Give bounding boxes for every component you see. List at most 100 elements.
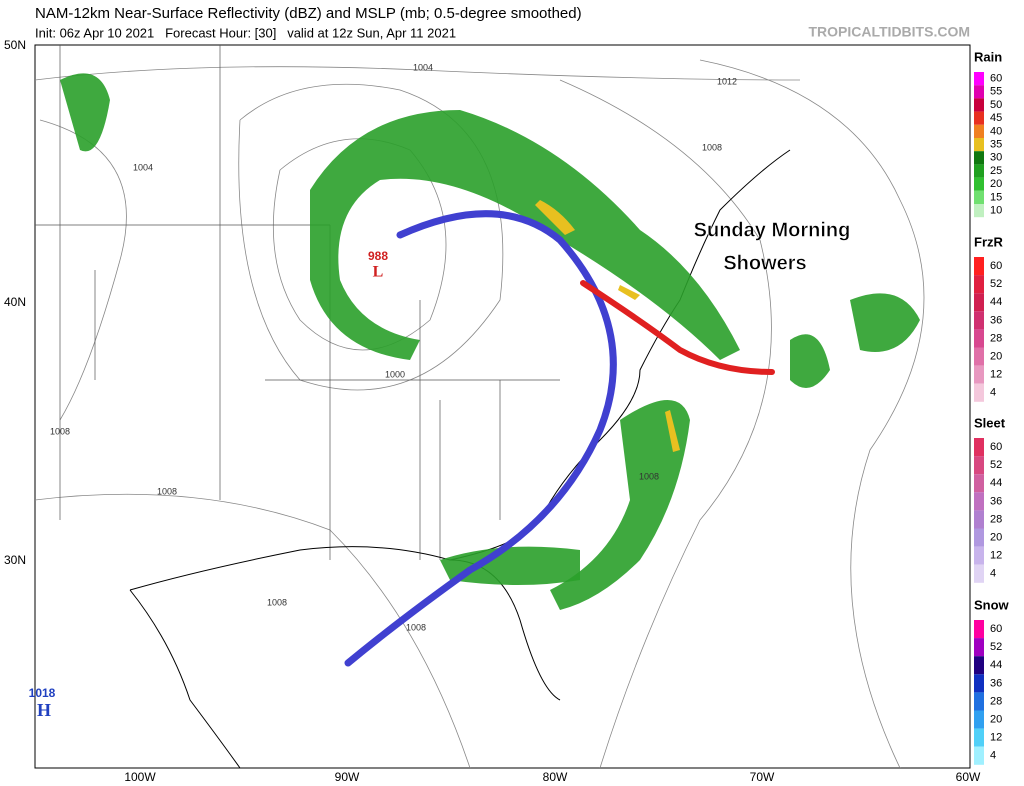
legend-value: 55 (990, 86, 1002, 98)
legend-swatch (974, 383, 984, 402)
subtitle: Init: 06z Apr 10 2021 Forecast Hour: [30… (35, 25, 456, 40)
legend-value: 20 (990, 531, 1002, 543)
lat-label: 30N (4, 553, 26, 567)
legend-value: 20 (990, 350, 1002, 362)
legend-swatch (974, 692, 984, 711)
legend-value: 52 (990, 278, 1002, 290)
legend-value: 52 (990, 459, 1002, 471)
legend-swatch (974, 746, 984, 765)
legend-swatch (974, 72, 984, 86)
lon-label: 60W (956, 770, 981, 784)
legend-swatch (974, 528, 984, 547)
annotation: Showers (723, 252, 806, 274)
isobar-label: 1008 (702, 142, 722, 152)
low-symbol: L (373, 264, 384, 281)
isobar-label: 1012 (717, 76, 737, 86)
legend-swatch (974, 546, 984, 565)
legend-swatch (974, 674, 984, 693)
legend-value: 36 (990, 677, 1002, 689)
lon-label: 90W (335, 770, 360, 784)
legend-value: 4 (990, 568, 996, 580)
legend-swatch (974, 474, 984, 493)
legend-value: 40 (990, 125, 1002, 137)
high-symbol: H (37, 700, 51, 720)
legend-value: 28 (990, 332, 1002, 344)
legends: Rain6055504540353025201510FrzR6052443628… (974, 49, 1010, 765)
legend-swatch (974, 98, 984, 112)
isobar-label: 1008 (639, 471, 659, 481)
legend-swatch (974, 438, 984, 457)
isobar-label: 1004 (413, 62, 433, 72)
legend-value: 36 (990, 495, 1002, 507)
legend-swatch (974, 257, 984, 276)
isobar-label: 1008 (406, 622, 426, 632)
legend-value: 60 (990, 73, 1002, 85)
lon-label: 80W (543, 770, 568, 784)
low-pressure: 988 (368, 249, 388, 263)
legend-swatch (974, 275, 984, 294)
isobar-label: 1000 (385, 369, 405, 379)
legend-title: FrzR (974, 234, 1004, 249)
legend-value: 25 (990, 165, 1002, 177)
lon-label: 70W (750, 770, 775, 784)
legend-value: 60 (990, 623, 1002, 635)
legend-swatch (974, 728, 984, 747)
isobar-label: 1008 (50, 426, 70, 436)
legend-value: 52 (990, 641, 1002, 653)
legend-value: 44 (990, 659, 1002, 671)
legend-value: 36 (990, 314, 1002, 326)
legend-swatch (974, 365, 984, 384)
legend-swatch (974, 204, 984, 218)
annotation: Sunday Morning (694, 219, 851, 241)
legend-value: 12 (990, 550, 1002, 562)
legend-value: 20 (990, 178, 1002, 190)
high-pressure: 1018 (29, 686, 56, 700)
legend-swatch (974, 329, 984, 348)
isobar-label: 1004 (133, 162, 153, 172)
legend-value: 15 (990, 191, 1002, 203)
legend-swatch (974, 111, 984, 125)
legend-swatch (974, 347, 984, 366)
legend-title: Sleet (974, 415, 1006, 430)
legend-value: 50 (990, 99, 1002, 111)
legend-value: 30 (990, 152, 1002, 164)
legend-swatch (974, 138, 984, 152)
legend-swatch (974, 656, 984, 675)
lat-label: 50N (4, 38, 26, 52)
lat-label: 40N (4, 295, 26, 309)
legend-value: 44 (990, 477, 1002, 489)
legend-title: Rain (974, 49, 1002, 64)
legend-value: 60 (990, 260, 1002, 272)
map: Sunday Morning Showers 988 L 1018 H (29, 44, 971, 769)
legend-value: 28 (990, 513, 1002, 525)
legend-swatch (974, 124, 984, 138)
legend-swatch (974, 510, 984, 529)
legend-value: 45 (990, 112, 1002, 124)
lon-label: 100W (124, 770, 156, 784)
legend-value: 20 (990, 713, 1002, 725)
map-labels: 1004 1012 1008 1004 1000 1008 1008 1008 1008 1008… (4, 38, 981, 784)
legend-swatch (974, 190, 984, 204)
legend-swatch (974, 710, 984, 729)
legend-value: 10 (990, 205, 1002, 217)
legend-value: 12 (990, 732, 1002, 744)
legend-swatch (974, 456, 984, 475)
credit: TROPICALTIDBITS.COM (808, 24, 970, 40)
legend-swatch (974, 85, 984, 99)
isobar-label: 1008 (157, 486, 177, 496)
legend-swatch (974, 620, 984, 639)
legend-value: 28 (990, 695, 1002, 707)
legend-swatch (974, 564, 984, 583)
legend-swatch (974, 638, 984, 657)
legend-value: 60 (990, 441, 1002, 453)
legend-value: 4 (990, 387, 996, 399)
legend-swatch (974, 177, 984, 191)
title: NAM-12km Near-Surface Reflectivity (dBZ)… (35, 5, 582, 22)
isobar-label: 1008 (267, 597, 287, 607)
legend-value: 35 (990, 139, 1002, 151)
legend-value: 12 (990, 369, 1002, 381)
legend-swatch (974, 164, 984, 178)
legend-swatch (974, 311, 984, 330)
legend-title: Snow (974, 597, 1010, 612)
